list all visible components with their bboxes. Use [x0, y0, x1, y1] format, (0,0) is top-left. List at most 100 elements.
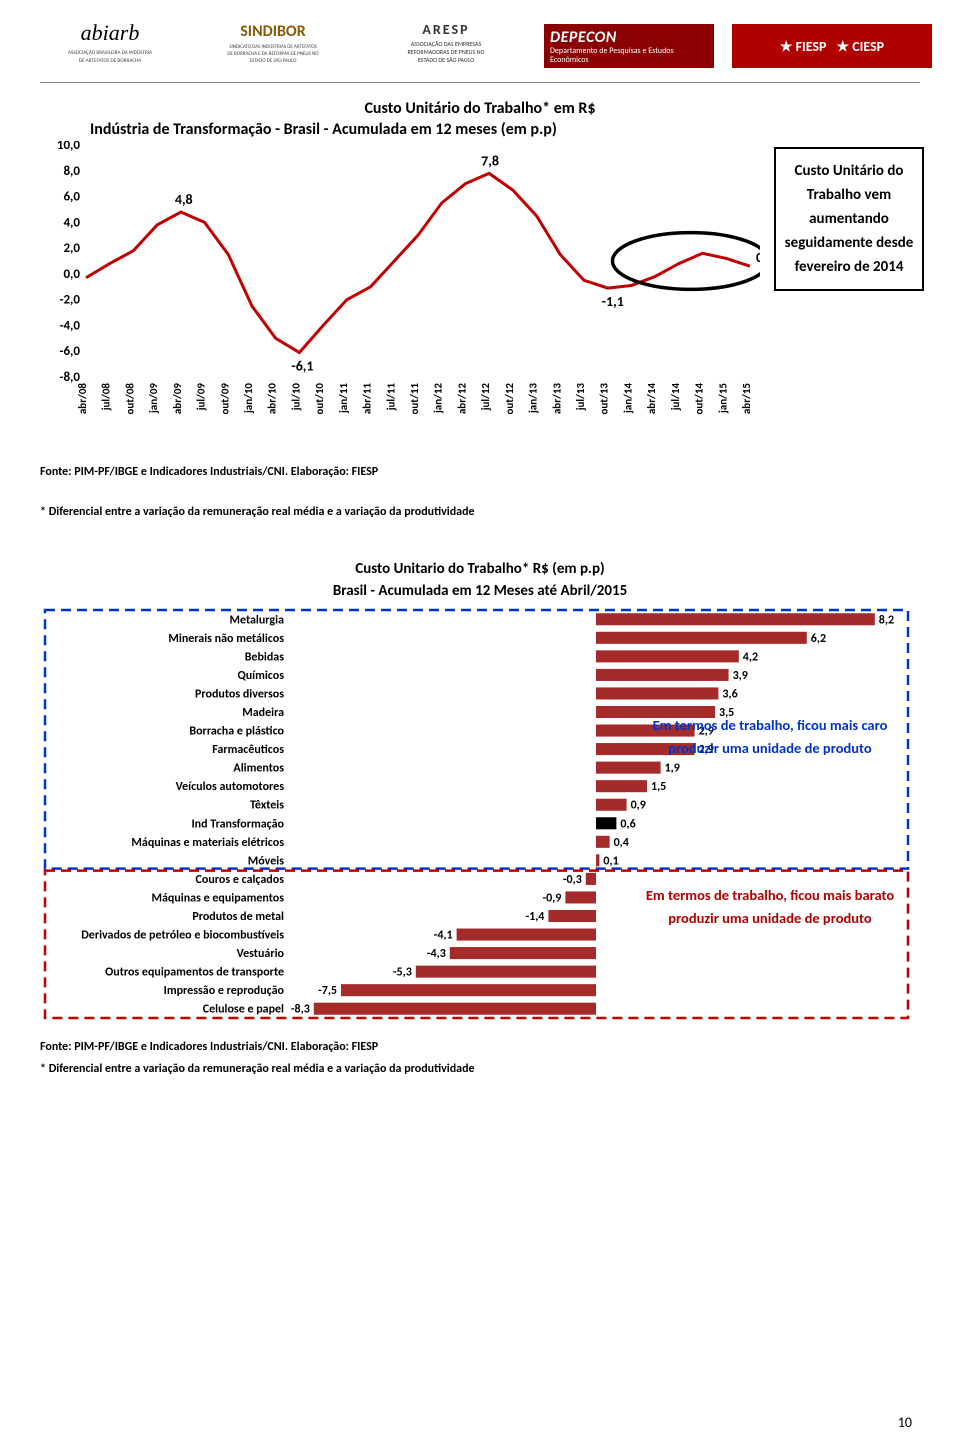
bottom-spacer: [0, 1087, 960, 1447]
chart1-section: Custo Unitário do Trabalho* em R$ Indúst…: [40, 99, 920, 520]
chart2-bar: [596, 688, 718, 700]
chart2-bar: [457, 929, 596, 941]
chart1-xtick-label: jul/11: [384, 383, 397, 412]
chart1-xtick-label: jan/12: [432, 383, 445, 414]
chart2-value-label: -4,3: [427, 947, 446, 961]
chart1-xtick-label: jul/10: [289, 383, 302, 412]
chart2-category-label: Alimentos: [233, 762, 284, 776]
chart2-bar: [596, 799, 627, 811]
logo-fiesp: ★ FIESP ★ CIESP: [732, 24, 932, 68]
aresp-sub1: ASSOCIAÇÃO DAS EMPRESAS: [411, 40, 482, 48]
chart2-value-label: 0,1: [603, 855, 618, 869]
chart1-xtick-label: jul/08: [100, 383, 113, 412]
chart2-value-label: 0,9: [631, 799, 646, 813]
chart1-ytick-label: -4,0: [59, 318, 80, 333]
chart1-ytick-label: 4,0: [63, 215, 80, 230]
chart1-xtick-label: jan/13: [527, 383, 540, 414]
chart2-category-label: Farmacêuticos: [212, 743, 284, 757]
sindibor-sub2: DE BORRACHA E DA REFORMA DE PNEUS NO: [227, 51, 319, 57]
chart2-value-label: 3,6: [722, 688, 737, 702]
chart2-category-label: Produtos diversos: [195, 688, 284, 702]
chart2-category-label: Veículos automotores: [176, 780, 285, 794]
chart2-value-label: 3,9: [733, 669, 748, 683]
chart2-value-label: 6,2: [811, 632, 826, 646]
chart2-category-label: Minerais não metálicos: [168, 632, 284, 646]
chart2-category-label: Couros e calçados: [196, 873, 285, 887]
chart2-bar: [596, 762, 661, 774]
chart2-note-top: Em termos de trabalho, ficou mais caro p…: [640, 714, 900, 760]
chart2-plot-area: Metalurgia8,2Minerais não metálicos6,2Be…: [40, 604, 920, 1034]
chart1-ytick-label: 2,0: [63, 241, 80, 256]
chart2-bar: [450, 947, 596, 959]
chart2-bar: [596, 836, 610, 848]
abiarb-text: abiarb: [81, 20, 140, 45]
chart1-ytick-label: 0,0: [63, 267, 80, 282]
abiarb-sub1: ASSOCIAÇÃO BRASILEIRA DA INDÚSTRIA: [68, 49, 152, 56]
chart2-category-label: Celulose e papel: [203, 1003, 284, 1017]
depecon-sub: Departamento de Pesquisas e Estudos Econ…: [550, 47, 708, 65]
chart1-value-label: 4,8: [175, 191, 193, 208]
chart2-value-label: -0,9: [542, 892, 561, 906]
chart2-value-label: 0,4: [614, 836, 629, 850]
chart1-xtick-label: jan/10: [242, 383, 255, 414]
sindibor-sub3: ESTADO DE SÃO PAULO: [250, 57, 298, 64]
chart1-xtick-label: abr/13: [550, 383, 563, 415]
chart1-ytick-label: 10,0: [57, 141, 81, 153]
chart2-value-label: 8,2: [879, 613, 894, 627]
chart1-xtick-label: jan/11: [337, 383, 350, 414]
chart2-title2: Brasil - Acumulada em 12 Meses até Abril…: [40, 582, 920, 600]
chart2-category-label: Madeira: [242, 706, 284, 720]
chart2-category-label: Produtos de metal: [192, 910, 284, 924]
chart1-xtick-label: abr/14: [645, 383, 658, 415]
chart2-footnote1: Fonte: PIM-PF/IBGE e Indicadores Industr…: [40, 1040, 920, 1056]
chart2-category-label: Máquinas e materiais elétricos: [131, 836, 284, 850]
chart2-category-label: Móveis: [248, 855, 284, 869]
chart2-category-label: Ind Transformação: [191, 817, 284, 831]
chart1-value-label: 7,8: [481, 152, 499, 169]
chart1-xtick-label: out/08: [123, 383, 136, 415]
aresp-sub3: ESTADO DE SÃO PAULO: [418, 56, 474, 64]
fiesp-text: ★ FIESP: [780, 38, 827, 55]
chart1-xtick-label: abr/09: [171, 383, 184, 415]
chart2-value-label: -8,3: [291, 1003, 310, 1017]
chart2-bar: [416, 966, 596, 978]
chart1-footnote2: * Diferencial entre a variação da remune…: [40, 505, 920, 521]
chart2-bar: [596, 817, 616, 829]
chart1-xtick-label: out/14: [693, 383, 706, 415]
chart2-value-label: 1,5: [651, 780, 666, 794]
chart1-ytick-label: 6,0: [63, 190, 80, 205]
chart2-value-label: 4,2: [743, 651, 758, 665]
chart1-ytick-label: -8,0: [59, 370, 80, 385]
chart1-title1: Custo Unitário do Trabalho* em R$: [40, 99, 920, 118]
chart1-xtick-label: out/11: [408, 383, 421, 415]
chart1-sidebox: Custo Unitário do Trabalho vem aumentand…: [774, 147, 924, 291]
depecon-title: DEPECON: [550, 28, 708, 47]
chart1-svg: -8,0-6,0-4,0-2,00,02,04,06,08,010,0abr/0…: [40, 141, 760, 421]
chart2-bar: [586, 873, 596, 885]
chart2-bar: [596, 632, 807, 644]
chart2-category-label: Químicos: [237, 669, 284, 683]
chart1-value-label: -6,1: [291, 358, 313, 375]
header-rule: [40, 82, 920, 83]
chart1-xtick-label: out/13: [598, 383, 611, 415]
chart2-value-label: -7,5: [318, 984, 337, 998]
chart1-ytick-label: -6,0: [59, 344, 80, 359]
logo-depecon: DEPECON Departamento de Pesquisas e Estu…: [544, 24, 714, 68]
chart1-value-label: 0,6: [756, 249, 760, 266]
chart2-value-label: -5,3: [393, 966, 412, 980]
chart1-xtick-label: jan/15: [716, 383, 729, 414]
chart2-category-label: Derivados de petróleo e biocombustíveis: [81, 929, 284, 943]
chart2-category-label: Bebidas: [245, 651, 285, 665]
chart2-bar: [596, 651, 739, 663]
logo-abiarb: abiarb ASSOCIAÇÃO BRASILEIRA DA INDÚSTRI…: [40, 20, 180, 72]
chart2-footnote2: * Diferencial entre a variação da remune…: [40, 1062, 920, 1078]
chart1-plot-area: -8,0-6,0-4,0-2,00,02,04,06,08,010,0abr/0…: [40, 141, 920, 441]
chart1-xtick-label: jul/09: [195, 383, 208, 412]
chart2-svg: Metalurgia8,2Minerais não metálicos6,2Be…: [40, 604, 912, 1024]
chart2-bar: [596, 669, 729, 681]
chart2-bar: [596, 780, 647, 792]
abiarb-sub2: DE ARTEFATOS DE BORRACHA: [79, 58, 142, 64]
chart1-xtick-label: abr/12: [455, 383, 468, 415]
chart1-xtick-label: abr/08: [76, 383, 89, 415]
ciesp-text: ★ CIESP: [837, 38, 885, 55]
